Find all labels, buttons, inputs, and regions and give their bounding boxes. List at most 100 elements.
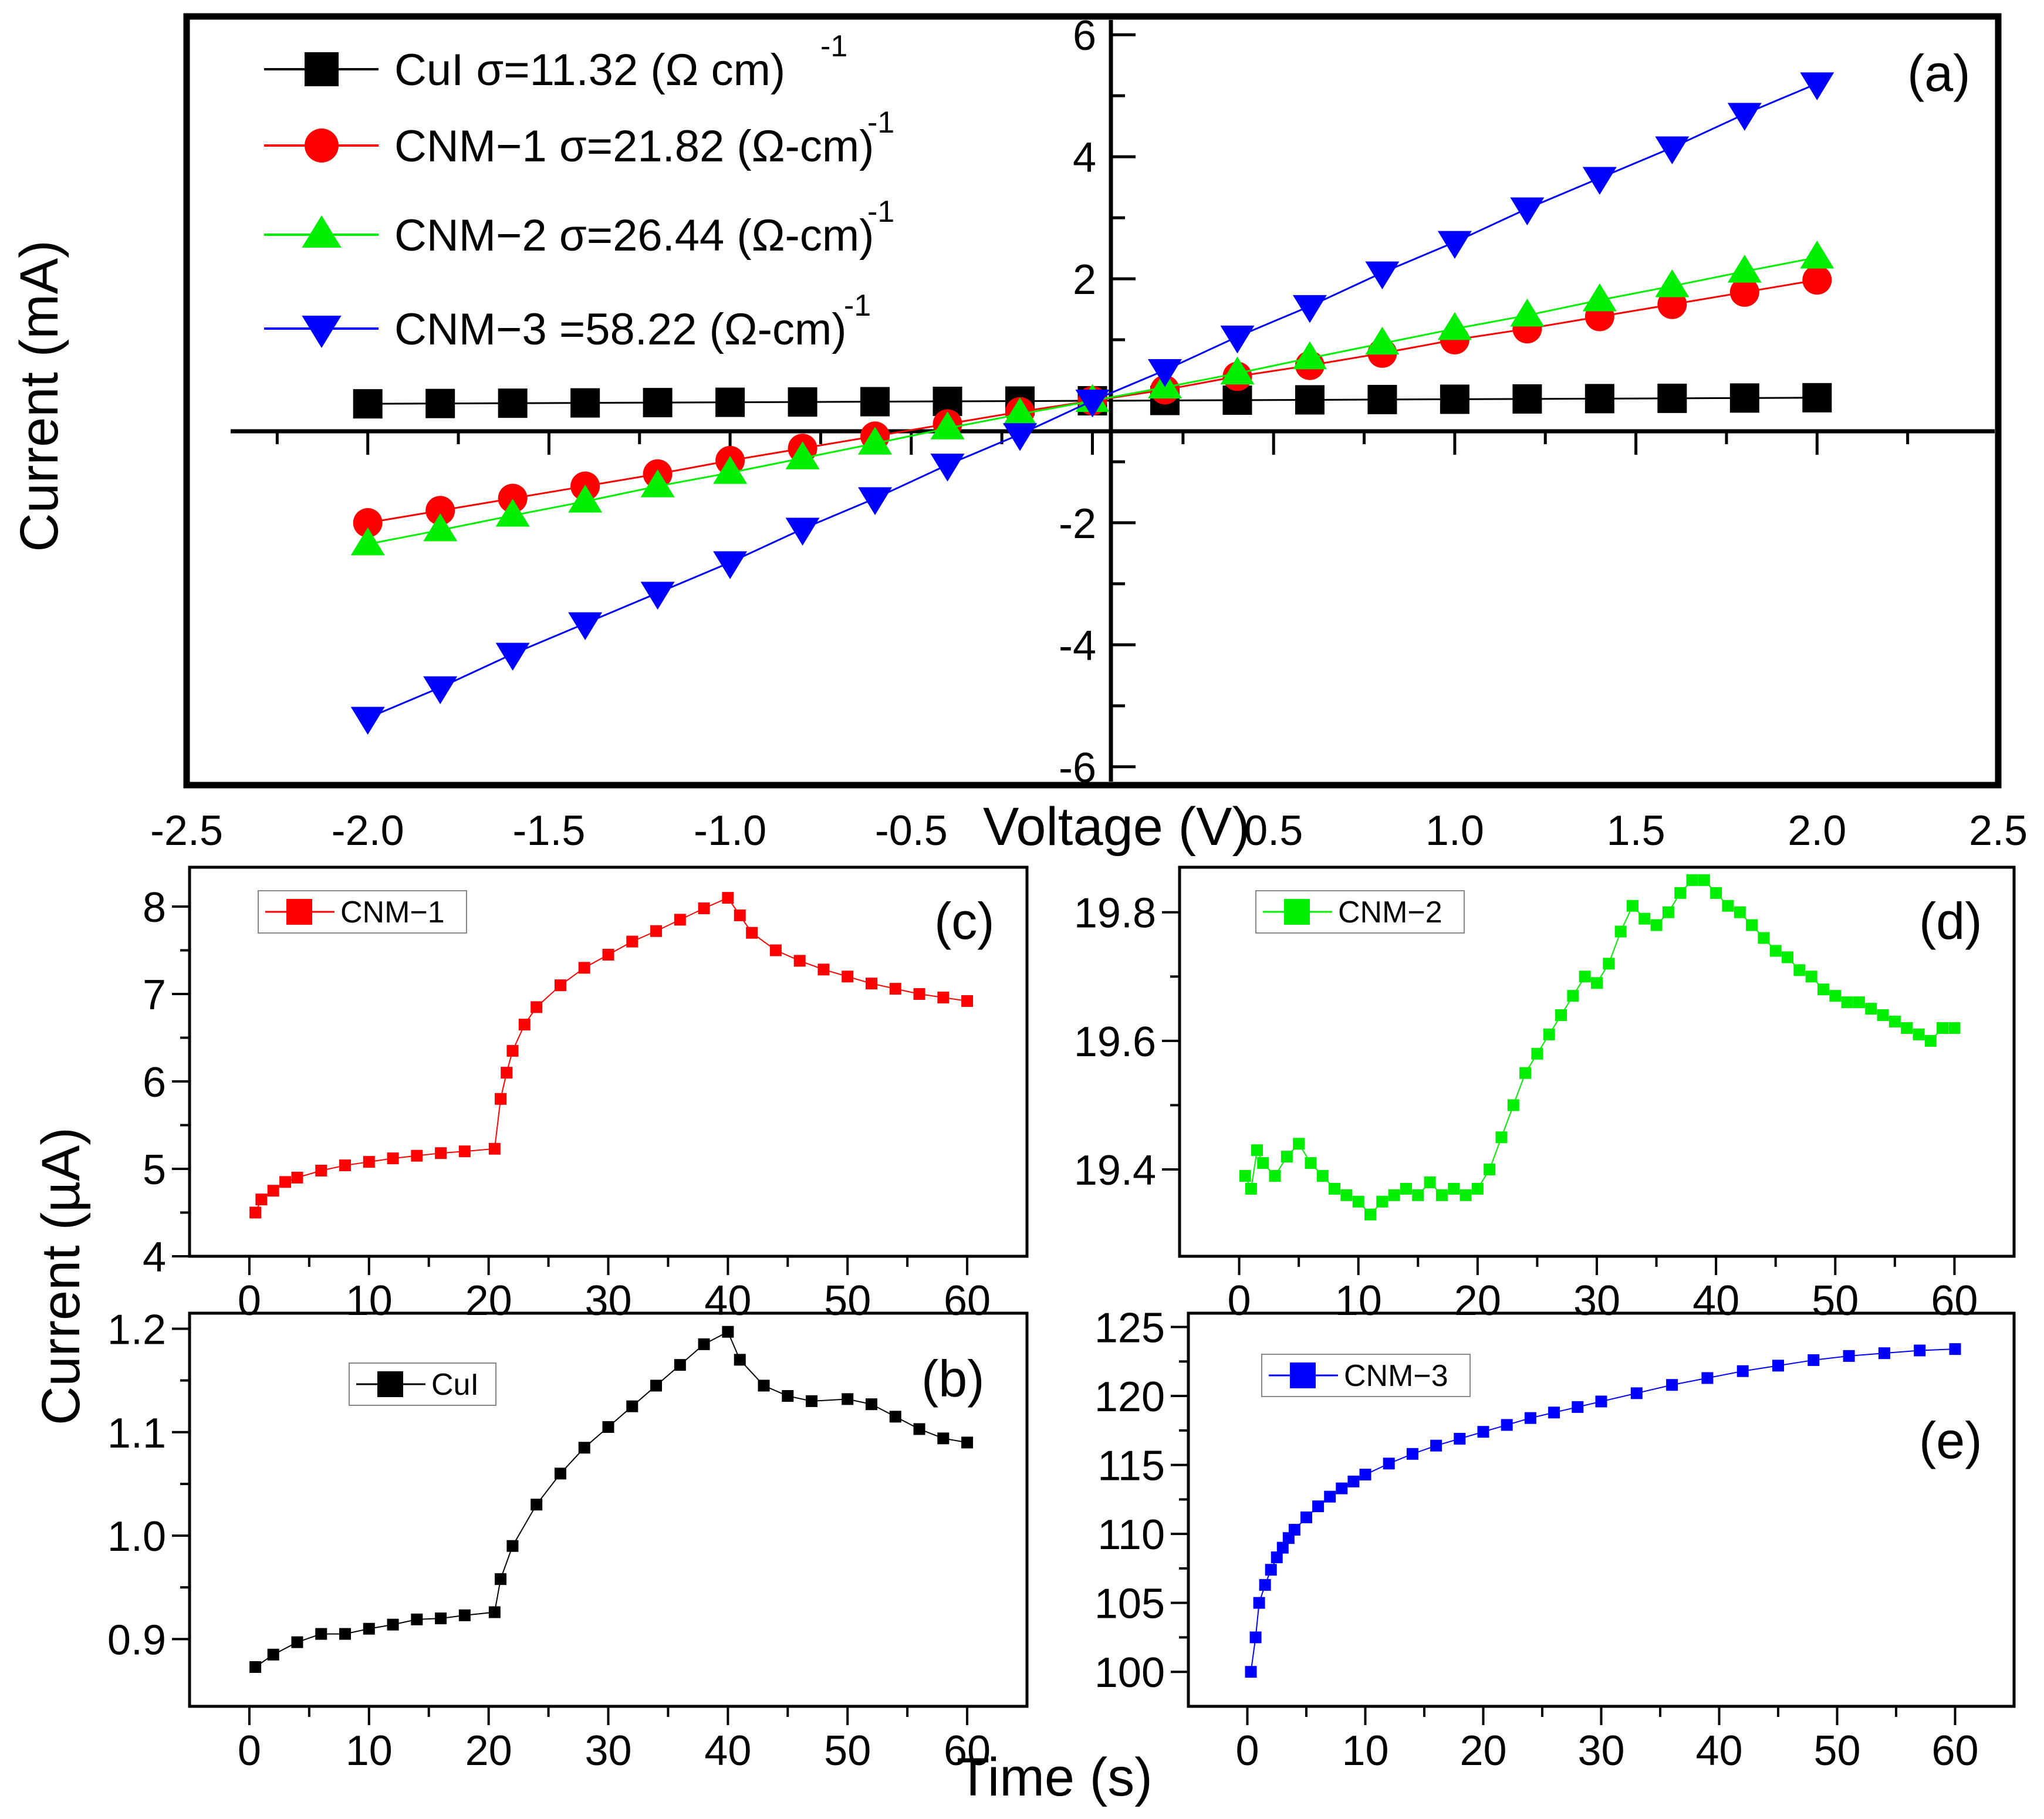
data-point	[1510, 298, 1545, 327]
legend-marker	[305, 129, 339, 163]
data-point	[1758, 932, 1770, 944]
data-point	[1729, 383, 1759, 413]
data-point	[1614, 925, 1627, 938]
data-point	[889, 1411, 901, 1423]
data-point	[1727, 255, 1762, 283]
data-point	[785, 518, 820, 546]
data-point	[785, 441, 820, 469]
y-tick-label: 8	[143, 884, 166, 931]
data-point	[1220, 356, 1255, 385]
data-point	[734, 909, 746, 921]
data-point	[411, 1613, 423, 1625]
data-point	[1650, 919, 1663, 931]
legend-label: CNM−1	[340, 895, 445, 929]
data-point	[495, 643, 530, 671]
panel-d-ticks: 0 10 20 30 40 50 60 19.8 19.6 19.4	[1074, 890, 1978, 1324]
data-point	[1800, 241, 1834, 269]
data-point	[339, 1628, 352, 1640]
data-point	[1259, 1579, 1271, 1591]
x-tick-label: 40	[1695, 1727, 1742, 1774]
data-point	[1367, 384, 1397, 414]
panel-d-label: (d)	[1919, 892, 1982, 950]
panel-b-legend: CuI	[349, 1362, 496, 1406]
data-point	[1265, 1564, 1277, 1576]
data-point	[1657, 383, 1687, 413]
legend-marker	[1290, 1362, 1316, 1388]
data-point	[1727, 103, 1762, 131]
panel-b-frame	[188, 1311, 1029, 1708]
data-point	[1003, 397, 1038, 425]
data-point	[1524, 1412, 1536, 1424]
data-point	[1440, 384, 1469, 414]
data-point	[937, 991, 950, 1003]
data-point	[425, 388, 455, 418]
data-point	[734, 1354, 746, 1366]
data-point	[554, 979, 566, 992]
y-tick-label: 6	[1073, 12, 1096, 59]
data-point	[1271, 1551, 1283, 1564]
data-point	[602, 1421, 614, 1433]
data-point	[1888, 1016, 1901, 1028]
data-point	[291, 1171, 303, 1184]
data-point	[423, 513, 458, 542]
data-point	[531, 1499, 543, 1511]
series-line-0	[255, 897, 968, 1213]
x-tick-label: 40	[1692, 1277, 1739, 1324]
data-point	[498, 484, 528, 513]
x-tick-label: 10	[1335, 1277, 1382, 1324]
data-point	[495, 498, 530, 527]
panel-e-legend: CNM−3	[1261, 1354, 1471, 1397]
data-point	[1686, 874, 1698, 886]
data-point	[568, 612, 603, 640]
data-point	[788, 387, 817, 417]
data-point	[842, 971, 854, 983]
data-point	[1435, 1189, 1448, 1201]
data-point	[1454, 1432, 1466, 1445]
x-tick-label: 20	[1459, 1727, 1506, 1774]
data-point	[1746, 919, 1758, 931]
y-tick-label: 0.9	[107, 1617, 166, 1664]
data-point	[1495, 1131, 1508, 1144]
data-point	[1359, 1469, 1371, 1481]
lower-ylabel: Current (µA)	[31, 1127, 91, 1425]
data-point	[1437, 231, 1472, 259]
y-tick-label: 120	[1094, 1374, 1165, 1421]
data-point	[1800, 72, 1834, 100]
y-tick-label: 1.2	[107, 1306, 166, 1353]
data-point	[488, 1142, 501, 1155]
data-point	[1383, 1458, 1395, 1470]
y-tick-label: -4	[1059, 623, 1096, 670]
data-point	[249, 1661, 262, 1673]
data-point	[715, 387, 745, 417]
data-point	[578, 1442, 590, 1454]
data-point	[1729, 277, 1759, 307]
data-point	[1365, 326, 1400, 355]
x-tick-label: 40	[704, 1277, 751, 1324]
y-tick-label: 100	[1094, 1649, 1165, 1696]
data-point	[961, 1436, 974, 1449]
data-point	[353, 508, 383, 537]
legend-superscript: -1	[867, 195, 894, 229]
data-point	[350, 527, 385, 556]
data-point	[913, 1423, 925, 1435]
data-point	[782, 1390, 794, 1402]
y-tick-label: 110	[1097, 1512, 1165, 1558]
x-tick-label: 0	[1228, 1277, 1251, 1324]
data-point	[570, 388, 600, 418]
data-point	[1877, 1009, 1889, 1022]
x-tick-label: 60	[944, 1727, 991, 1774]
x-tick-label: 40	[704, 1727, 751, 1774]
data-point	[1662, 906, 1674, 918]
data-point	[506, 1044, 519, 1057]
data-point	[1347, 1475, 1360, 1487]
data-point	[758, 1380, 770, 1392]
data-point	[1655, 269, 1690, 297]
data-point	[1388, 1189, 1400, 1201]
data-point	[1722, 900, 1734, 912]
data-point	[817, 963, 830, 976]
data-point	[1336, 1482, 1348, 1495]
x-tick-label: -2.0	[332, 807, 404, 854]
y-tick-label: 1.0	[107, 1513, 166, 1560]
x-tick-label: 30	[1573, 1277, 1620, 1324]
